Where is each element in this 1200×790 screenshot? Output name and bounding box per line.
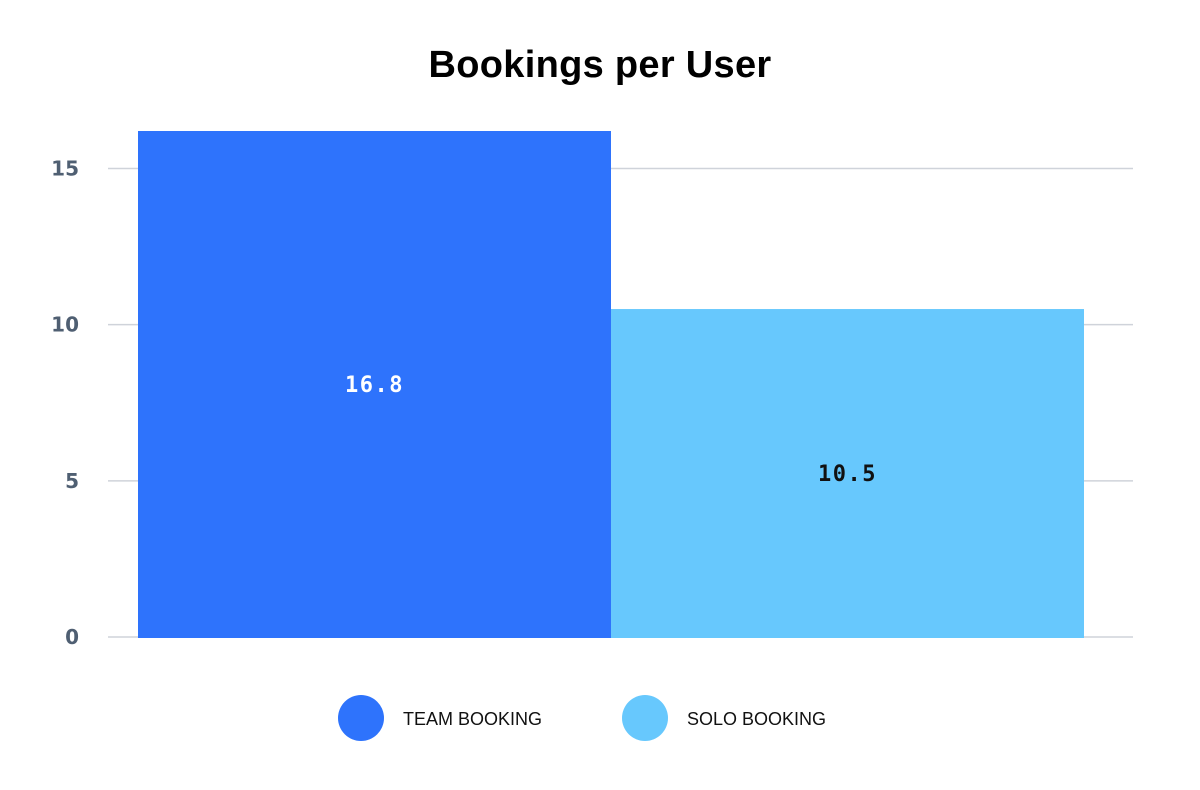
y-tick-label: 5 (65, 469, 79, 493)
y-tick-label: 0 (65, 625, 79, 649)
bar (138, 131, 611, 638)
legend-swatch (338, 695, 384, 741)
data-label: 10.5 (818, 462, 877, 487)
chart-title: Bookings per User (428, 44, 772, 86)
legend-label: TEAM BOOKING (403, 709, 542, 729)
legend: TEAM BOOKING SOLO BOOKING (338, 695, 826, 741)
legend-swatch (622, 695, 668, 741)
legend-label: SOLO BOOKING (687, 709, 826, 729)
data-label: 16.8 (345, 373, 404, 398)
y-axis: 0 5 10 15 (51, 156, 79, 649)
y-tick-label: 15 (51, 156, 79, 180)
bar (611, 309, 1084, 638)
bars (138, 131, 1084, 638)
data-labels: 16.8 10.5 (345, 373, 877, 487)
y-tick-label: 10 (51, 313, 79, 337)
